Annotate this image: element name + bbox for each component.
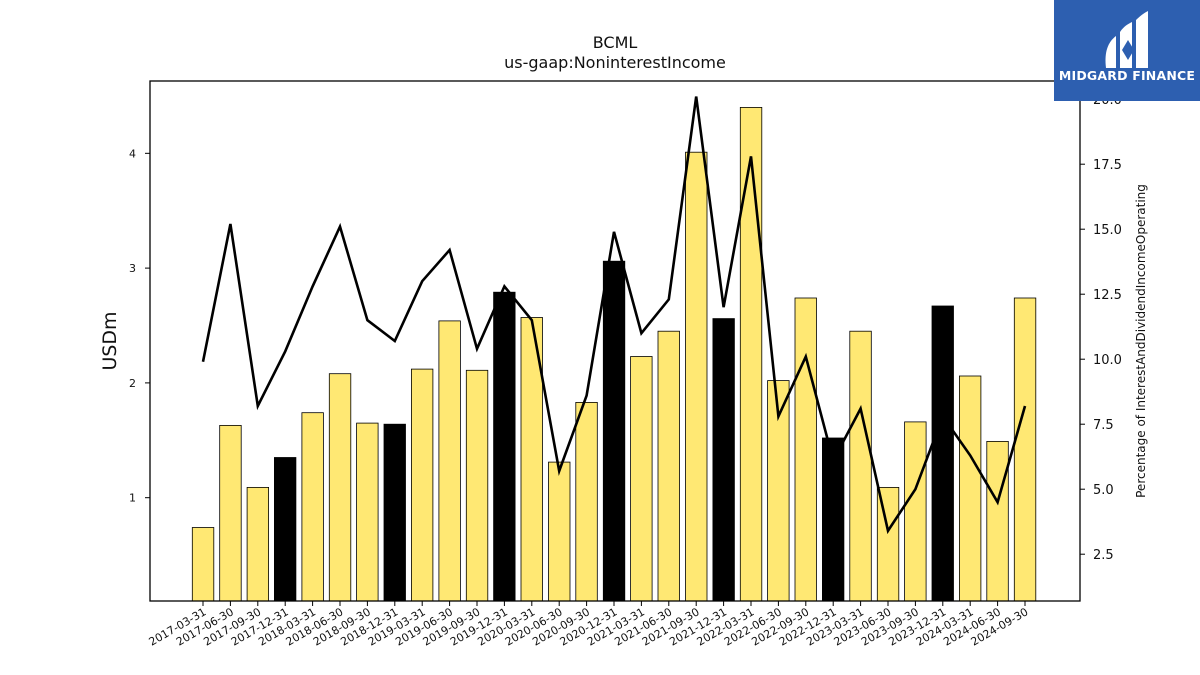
chart-title: BCML bbox=[593, 33, 638, 52]
bar-2023-12-31 bbox=[931, 305, 954, 602]
bar-2017-09-30 bbox=[246, 486, 270, 602]
bar-2020-09-30 bbox=[575, 401, 598, 602]
bar-2018-06-30 bbox=[328, 373, 352, 602]
y2-axis-label: Percentage of InterestAndDividendIncomeO… bbox=[1134, 184, 1148, 498]
y2-tick-label: 7.5 bbox=[1093, 418, 1114, 433]
y2-tick-label: 12.5 bbox=[1093, 288, 1122, 303]
y2-tick-label: 5.0 bbox=[1093, 483, 1114, 498]
x-axis: 2017-03-312017-06-302017-09-302017-12-31… bbox=[147, 601, 1031, 649]
plot-frame bbox=[149, 80, 1081, 602]
line-group bbox=[201, 96, 1027, 535]
bar-2021-12-31 bbox=[712, 318, 735, 602]
y2-tick-label: 15.0 bbox=[1093, 223, 1122, 238]
y-axis-label: USDm bbox=[99, 311, 121, 370]
bar-2017-06-30 bbox=[219, 424, 242, 602]
midgard-m-icon bbox=[1105, 11, 1148, 68]
bar-2022-03-31 bbox=[739, 107, 763, 602]
y-tick-label: 3 bbox=[129, 262, 136, 275]
bar-2021-06-30 bbox=[657, 330, 680, 602]
y2-tick-label: 10.0 bbox=[1093, 353, 1122, 368]
bar-2019-09-30 bbox=[465, 369, 489, 602]
y-tick-label: 4 bbox=[129, 147, 136, 160]
y2-tick-label: 17.5 bbox=[1093, 158, 1122, 173]
y2-axis: 2.55.07.510.012.515.017.520.0 bbox=[1080, 93, 1122, 563]
bar-2019-03-31 bbox=[410, 368, 434, 602]
bar-2022-09-30 bbox=[794, 297, 817, 602]
logo: MIDGARD FINANCE bbox=[1054, 0, 1200, 101]
bar-2018-09-30 bbox=[356, 422, 379, 602]
bars-group bbox=[191, 107, 1037, 602]
bar-2024-06-30 bbox=[986, 440, 1009, 602]
bar-2017-12-31 bbox=[273, 457, 297, 602]
bar-2018-12-31 bbox=[383, 423, 406, 602]
bar-2021-03-31 bbox=[630, 356, 653, 602]
bar-2019-06-30 bbox=[438, 320, 461, 602]
bar-2018-03-31 bbox=[301, 412, 324, 602]
y2-tick-label: 2.5 bbox=[1093, 548, 1114, 563]
bar-2020-06-30 bbox=[548, 461, 571, 602]
chart-subtitle: us-gaap:NoninterestIncome bbox=[504, 53, 726, 72]
y-tick-label: 2 bbox=[129, 377, 136, 390]
bar-2024-03-31 bbox=[959, 375, 982, 602]
bar-2023-03-31 bbox=[849, 330, 872, 602]
bar-2017-03-31 bbox=[191, 527, 215, 602]
bar-2021-09-30 bbox=[685, 151, 708, 602]
logo-text: MIDGARD FINANCE bbox=[1058, 68, 1196, 83]
bar-2024-09-30 bbox=[1013, 297, 1037, 602]
bar-2023-06-30 bbox=[876, 486, 900, 602]
bar-2020-12-31 bbox=[602, 260, 626, 602]
bar-2019-12-31 bbox=[493, 291, 516, 602]
y-axis: 1 2 3 4 bbox=[129, 147, 150, 505]
y-tick-label: 1 bbox=[129, 492, 136, 505]
bar-2023-09-30 bbox=[904, 421, 927, 602]
